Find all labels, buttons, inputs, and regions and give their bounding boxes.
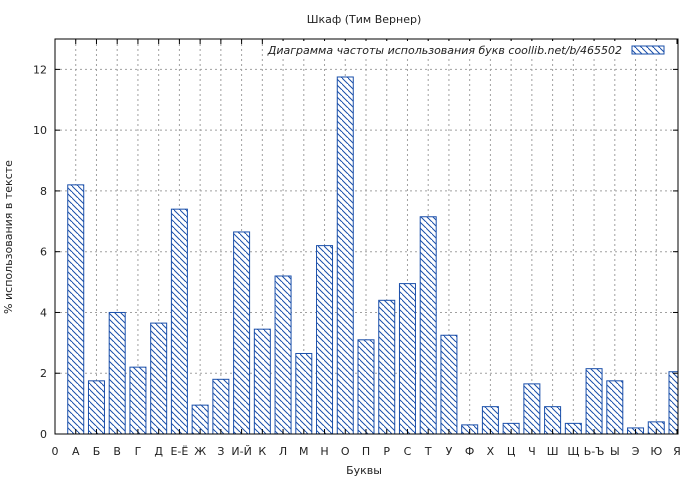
y-tick-label: 10	[33, 124, 47, 137]
x-tick-label: Э	[632, 445, 640, 458]
x-tick-label: Т	[424, 445, 432, 458]
bar-Б	[87, 380, 105, 435]
y-tick-label: 6	[40, 246, 47, 259]
x-tick-label: Ы	[610, 445, 620, 458]
x-tick-label: Ч	[528, 445, 536, 458]
y-tick-label: 2	[40, 367, 47, 380]
x-tick-label: Ф	[465, 445, 474, 458]
x-tick-label: Я	[673, 445, 681, 458]
x-tick-label: В	[113, 445, 121, 458]
legend-label: Диаграмма частоты использования букв coo…	[267, 44, 622, 57]
bar-П	[357, 339, 375, 435]
y-tick-label: 4	[40, 306, 47, 319]
y-axis-label: % использования в тексте	[2, 160, 15, 314]
x-axis: 0 А Б В Г Д Е-Ё Ж З И-Й К Л М Н О П Р С Т У Ф Х Ц Ч Ш Щ Ь-Ъ Ы Э Ю Я	[52, 39, 681, 458]
y-tick-label: 12	[33, 63, 47, 76]
x-tick-label: Р	[383, 445, 390, 458]
bar-В	[108, 311, 126, 435]
x-tick-label: Ш	[547, 445, 559, 458]
x-tick-label: Х	[487, 445, 495, 458]
bar-С	[398, 283, 416, 435]
bar-А	[67, 184, 85, 435]
chart-title: Шкаф (Тим Вернер)	[307, 13, 422, 26]
x-tick-label: К	[258, 445, 266, 458]
bar-Я	[668, 371, 679, 435]
x-tick-label: М	[299, 445, 309, 458]
x-tick-label: А	[72, 445, 80, 458]
bar-Н	[316, 245, 334, 435]
bar-З	[212, 378, 230, 435]
x-tick-label: Н	[320, 445, 328, 458]
bar-Е-Ё	[170, 208, 188, 435]
legend-box	[278, 41, 674, 59]
x-tick-label: 0	[52, 445, 59, 458]
x-tick-label: У	[446, 445, 453, 458]
y-tick-label: 0	[40, 428, 47, 441]
bar-Т	[419, 216, 437, 435]
grid-lines	[55, 39, 678, 434]
bar-Л	[274, 275, 292, 435]
x-tick-label: Щ	[567, 445, 579, 458]
x-tick-label: Б	[93, 445, 101, 458]
x-tick-label: С	[404, 445, 412, 458]
bar-Р	[378, 299, 396, 435]
bar-Ь-Ъ	[585, 368, 603, 435]
bar-И-Й	[233, 231, 251, 435]
x-tick-label: З	[217, 445, 224, 458]
bar-Г	[129, 366, 147, 435]
x-tick-label: П	[362, 445, 370, 458]
x-axis-label: Буквы	[346, 464, 382, 477]
y-tick-label: 8	[40, 185, 47, 198]
bar-Ч	[523, 383, 541, 435]
legend-swatch	[631, 45, 665, 55]
bar-К	[253, 328, 271, 435]
bars	[67, 76, 679, 435]
x-tick-label: Д	[154, 445, 163, 458]
y-axis: 0 2 4 6 8 10 12	[33, 63, 678, 441]
x-tick-label: Л	[279, 445, 287, 458]
x-tick-label: Е-Ё	[170, 445, 188, 458]
bar-Д	[150, 322, 168, 435]
x-tick-label: Ж	[194, 445, 206, 458]
bar-М	[295, 352, 313, 435]
x-tick-label: О	[341, 445, 350, 458]
bar-О	[336, 76, 354, 435]
x-tick-label: Ю	[650, 445, 662, 458]
x-tick-label: Ь-Ъ	[584, 445, 605, 458]
bar-У	[440, 334, 458, 435]
x-tick-label: И-Й	[231, 445, 251, 458]
x-tick-label: Ц	[507, 445, 516, 458]
legend: Диаграмма частоты использования букв coo…	[267, 41, 674, 59]
bar-Ы	[606, 380, 624, 435]
x-tick-label: Г	[135, 445, 142, 458]
